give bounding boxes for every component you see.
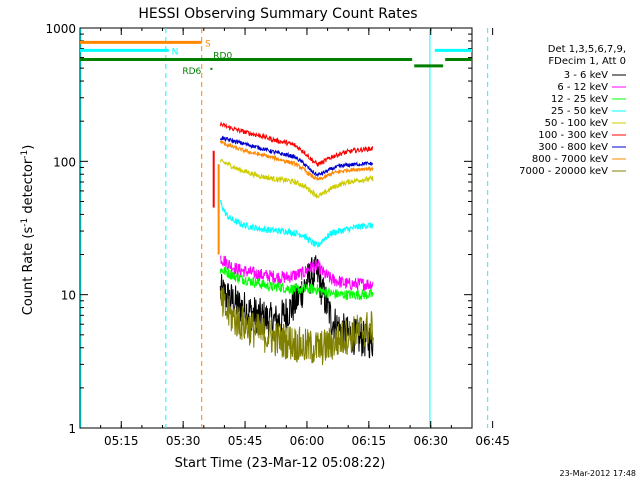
y-tick-label: 100 [53, 155, 76, 169]
legend-entry-label: 3 - 6 keV [564, 70, 608, 81]
legend-entry-label: 12 - 25 keV [551, 94, 608, 105]
x-axis-label: Start Time (23-Mar-12 05:08:22) [175, 456, 386, 471]
y-tick-label: 1000 [45, 22, 76, 36]
y-axis-label-part: ) [21, 145, 36, 150]
legend-header-line: FDecim 1, Att 0 [548, 56, 626, 67]
y-axis-label-part: detector [21, 158, 36, 218]
legend-entry-label: 25 - 50 keV [551, 106, 608, 117]
legend-entry-label: 7000 - 20000 keV [519, 166, 608, 177]
series-line-3 [219, 199, 374, 248]
flag-label-rd6: RD6 [182, 67, 201, 77]
y-axis-label-part: Count Rate (s [21, 227, 36, 316]
chart-title: HESSI Observing Summary Count Rates [138, 6, 417, 22]
flag-label-n: N [172, 47, 179, 57]
x-tick-label: 06:30 [413, 434, 448, 448]
flag-label-rd0: RD0 [213, 52, 232, 62]
rd6-marker-dot [210, 67, 213, 70]
x-tick-label: 06:15 [352, 434, 387, 448]
series-line-1 [219, 255, 374, 292]
plot-frame [79, 27, 473, 429]
footer-date: 23-Mar-2012 17:48 [560, 469, 637, 478]
series-line-8 [219, 288, 374, 366]
y-tick-label: 10 [61, 289, 76, 303]
legend-entry-label: 100 - 300 keV [538, 130, 608, 141]
x-tick-label: 06:00 [290, 434, 325, 448]
legend-entry-label: 6 - 12 keV [557, 82, 608, 93]
y-axis-label: Count Rate (s-1 detector-1) [20, 145, 36, 316]
y-axis-label-superscript: -1 [20, 218, 30, 227]
x-tick-label: 05:45 [228, 434, 263, 448]
flag-label-s: S [205, 39, 211, 49]
series-line-7 [219, 140, 374, 181]
legend-entry-label: 300 - 800 keV [538, 142, 608, 153]
plot-area: 05:15 05:30 05:45 06:00 06:15 06:30 06:45 1 10 10… [45, 22, 509, 448]
legend-header-line: Det 1,3,5,6,7,9, [548, 44, 626, 55]
x-tick-label: 06:45 [475, 434, 510, 448]
series-line-5 [219, 121, 374, 167]
series-line-4 [219, 158, 374, 199]
legend-entry-label: 800 - 7000 keV [532, 154, 608, 165]
series-line-6 [219, 135, 374, 177]
x-tick-label: 05:30 [166, 434, 201, 448]
series-line-2 [219, 267, 374, 302]
y-tick-label: 1 [68, 422, 76, 436]
x-tick-label: 05:15 [104, 434, 139, 448]
y-axis-label-superscript: -1 [20, 150, 30, 159]
legend-entry-label: 50 - 100 keV [545, 118, 609, 129]
